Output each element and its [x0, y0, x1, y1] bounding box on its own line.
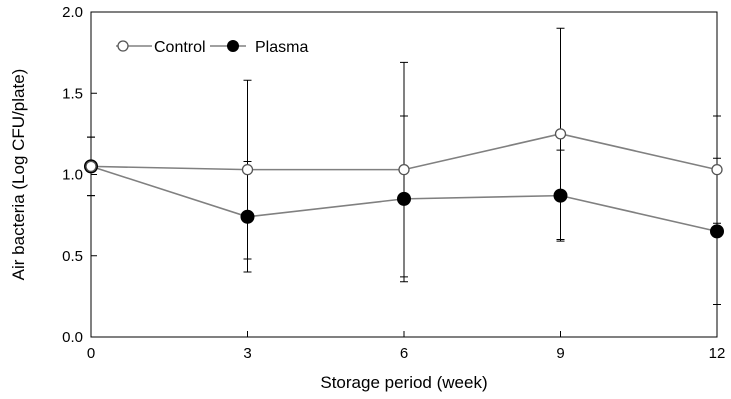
- legend-marker-plasma: [227, 40, 239, 52]
- series-markers: [84, 128, 724, 239]
- x-tick-label: 9: [556, 345, 564, 362]
- legend: Control Plasma: [116, 39, 308, 56]
- data-point-plasma: [240, 209, 255, 224]
- data-point-plasma: [710, 224, 724, 239]
- data-point-plasma: [397, 191, 411, 206]
- y-tick-label: 1.0: [62, 167, 83, 184]
- x-tick-label: 0: [87, 345, 95, 362]
- x-axis-title: Storage period (week): [320, 373, 487, 392]
- y-tick-label: 1.5: [62, 85, 83, 102]
- y-tick-label: 2.0: [62, 4, 83, 21]
- data-point-control: [85, 160, 97, 173]
- legend-label-plasma: Plasma: [255, 39, 308, 56]
- x-tick-label: 3: [243, 345, 251, 362]
- y-tick-label: 0.0: [62, 329, 83, 346]
- y-tick-label: 0.5: [62, 248, 83, 265]
- data-point-control: [241, 163, 254, 176]
- y-axis-title: Air bacteria (Log CFU/plate): [9, 69, 28, 281]
- legend-marker-control: [117, 40, 129, 52]
- data-point-control: [398, 163, 410, 176]
- data-point-control: [554, 128, 567, 140]
- legend-label-control: Control: [154, 39, 206, 56]
- x-tick-label: 12: [709, 345, 726, 362]
- x-tick-label: 6: [400, 345, 408, 362]
- data-point-control: [711, 163, 723, 176]
- data-point-plasma: [553, 188, 568, 203]
- axis-ticks: 0 3 6 9 12 0.0 0.5 1.0 1.5 2.0: [62, 4, 725, 362]
